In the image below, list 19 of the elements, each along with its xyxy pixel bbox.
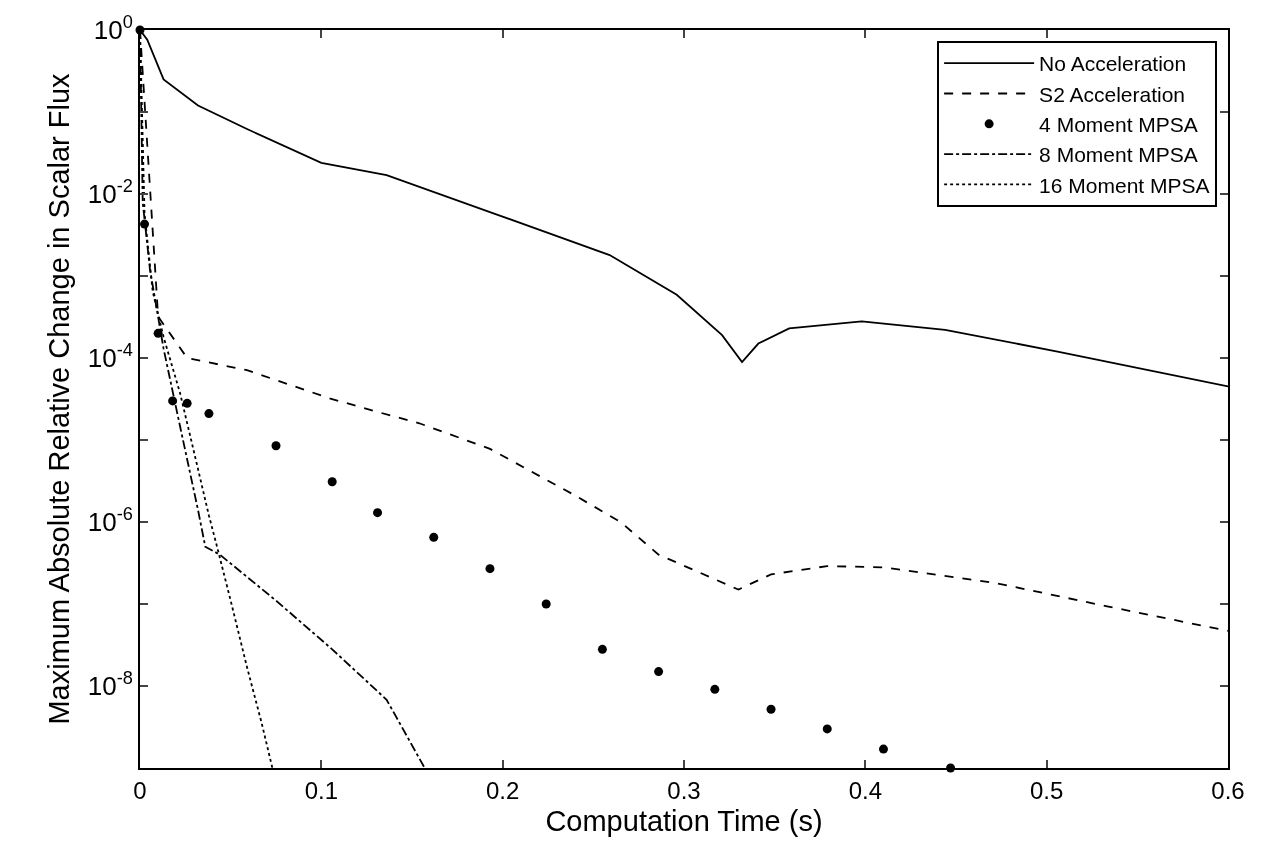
y-tick-label: 10$^{0}$ xyxy=(93,12,133,46)
x-axis-title: Computation Time (s) xyxy=(545,805,823,838)
x-tick-label: 0.1 xyxy=(304,776,339,804)
y-tick-label: 10$^{-4}$ xyxy=(87,340,133,374)
legend-label: S2 Acceleration xyxy=(1039,82,1186,106)
x-tick-label: 0.2 xyxy=(485,776,520,804)
y-tick-label: 10$^{-6}$ xyxy=(87,504,133,538)
legend-label: 16 Moment MPSA xyxy=(1039,173,1210,197)
x-tick-label: 0.6 xyxy=(1211,776,1245,804)
x-tick-label: 0 xyxy=(133,776,147,804)
y-tick-label: 10$^{-2}$ xyxy=(87,176,133,210)
x-tick-label: 0.5 xyxy=(1029,776,1064,804)
legend-label: 8 Moment MPSA xyxy=(1039,143,1198,167)
legend-label: No Acceleration xyxy=(1039,52,1187,76)
x-tick-label: 0.3 xyxy=(667,776,701,804)
legend-label: 4 Moment MPSA xyxy=(1039,113,1198,137)
x-tick-label: 0.4 xyxy=(848,776,883,804)
y-tick-label: 10$^{-8}$ xyxy=(87,668,133,702)
y-axis-title: Maximum Absolute Relative Change in Scalar Flux xyxy=(42,72,75,725)
